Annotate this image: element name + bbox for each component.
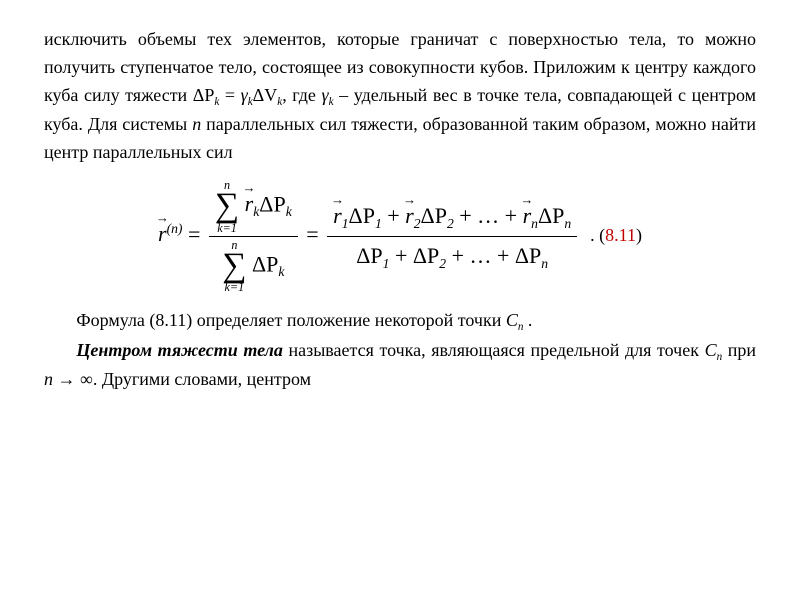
inline-n-to-inf: n → ∞ xyxy=(44,369,93,389)
dP-n2: ΔP xyxy=(421,203,447,228)
dPk-num: ΔP xyxy=(259,191,285,216)
eqnum-dot: . xyxy=(590,225,599,245)
p3-text-c: . Другими словами, центром xyxy=(93,369,311,389)
sup-n: (n) xyxy=(167,221,183,236)
sigma-top-lower: k=1 xyxy=(217,222,237,234)
paragraph-3: Центром тяжести тела называется точка, я… xyxy=(44,337,756,394)
eqnum-value: 8.11 xyxy=(605,225,636,245)
eq-sign-2: = xyxy=(188,221,206,246)
gamma-sym-2: γ xyxy=(322,85,329,105)
sub-k-7: k xyxy=(278,264,284,279)
sigma-bot-lower: k=1 xyxy=(225,281,245,293)
dP-nn: ΔP xyxy=(538,203,564,228)
sub-1b: 1 xyxy=(375,215,382,230)
frac-sums-den: n ∑ k=1 ΔPk xyxy=(216,237,290,296)
p2-text-a: Формула (8.11) определяет положение неко… xyxy=(76,310,505,330)
inline-eq-dPk-eq-gdVk: ΔPk = γkΔVk xyxy=(193,85,282,105)
inline-Cn-2: Cn xyxy=(705,340,723,360)
C-2: C xyxy=(705,340,717,360)
dP-d1: ΔP xyxy=(356,243,382,268)
frac-exp-den: ΔP1 + ΔP2 + … + ΔPn xyxy=(350,237,554,276)
sub-k-6: k xyxy=(286,204,292,219)
dP-n1: ΔP xyxy=(349,203,375,228)
vec-r1: r xyxy=(333,199,342,233)
page-content: исключить объемы тех элементов, которые … xyxy=(44,26,756,394)
plus-2: + xyxy=(389,243,412,268)
sigma-glyph-2: ∑ xyxy=(222,251,246,282)
dots-2: + … + xyxy=(446,243,515,268)
inline-Cn-1: Cn xyxy=(506,310,524,330)
p2-period: . xyxy=(523,310,532,330)
frac-expanded: r1ΔP1 + r2ΔP2 + … + rnΔPn ΔP1 + ΔP2 + … … xyxy=(327,197,577,276)
paragraph-2: Формула (8.11) определяет положение неко… xyxy=(44,307,756,336)
sub-na: n xyxy=(531,215,538,230)
p3-lead: Центром тяжести тела xyxy=(76,340,282,360)
sub-dn: n xyxy=(541,255,548,270)
sub-nb: n xyxy=(564,215,571,230)
eqnum-close: ) xyxy=(636,225,642,245)
dots-1: + … + xyxy=(454,203,523,228)
inline-gamma-k: γk xyxy=(322,85,334,105)
vec-rn: r xyxy=(523,199,532,233)
sub-1a: 1 xyxy=(342,215,349,230)
deltaP-sym: ΔP xyxy=(193,85,215,105)
equation-8-11: r(n) = n ∑ k=1 rkΔPk n ∑ k=1 xyxy=(44,177,756,296)
vec-r: r xyxy=(158,217,167,251)
inline-n: n xyxy=(192,114,201,134)
vec-rk: r xyxy=(245,187,254,221)
sub-2b: 2 xyxy=(447,215,454,230)
plus-1: + xyxy=(382,203,405,228)
eq-body: r(n) = n ∑ k=1 rkΔPk n ∑ k=1 xyxy=(158,177,580,296)
C-1: C xyxy=(506,310,518,330)
sigma-top: n ∑ k=1 xyxy=(215,179,239,234)
p3-text-a: называется точка, являющаяся предельной … xyxy=(283,340,705,360)
equation-number: . (8.11) xyxy=(590,222,642,250)
sigma-bot: n ∑ k=1 xyxy=(222,239,246,294)
sub-2a: 2 xyxy=(414,215,421,230)
frac-sums: n ∑ k=1 rkΔPk n ∑ k=1 ΔPk xyxy=(209,177,298,296)
sigma-glyph-1: ∑ xyxy=(215,191,239,222)
gamma-sym: γ xyxy=(241,85,248,105)
dP-d2: ΔP xyxy=(413,243,439,268)
vec-r2: r xyxy=(405,199,414,233)
dP-dn: ΔP xyxy=(515,243,541,268)
paragraph-1: исключить объемы тех элементов, которые … xyxy=(44,26,756,167)
p3-text-b: при xyxy=(722,340,756,360)
eq-sign-3: = xyxy=(306,221,324,246)
frac-sums-num: n ∑ k=1 rkΔPk xyxy=(209,177,298,236)
p1-text-b: , где xyxy=(282,85,321,105)
n-lim: n xyxy=(44,369,53,389)
deltaV-sym: ΔV xyxy=(253,85,278,105)
eq-sign-1: = xyxy=(219,85,240,105)
to-inf: → ∞ xyxy=(53,369,93,389)
frac-exp-num: r1ΔP1 + r2ΔP2 + … + rnΔPn xyxy=(327,197,577,236)
dPk-den: ΔP xyxy=(252,251,278,276)
